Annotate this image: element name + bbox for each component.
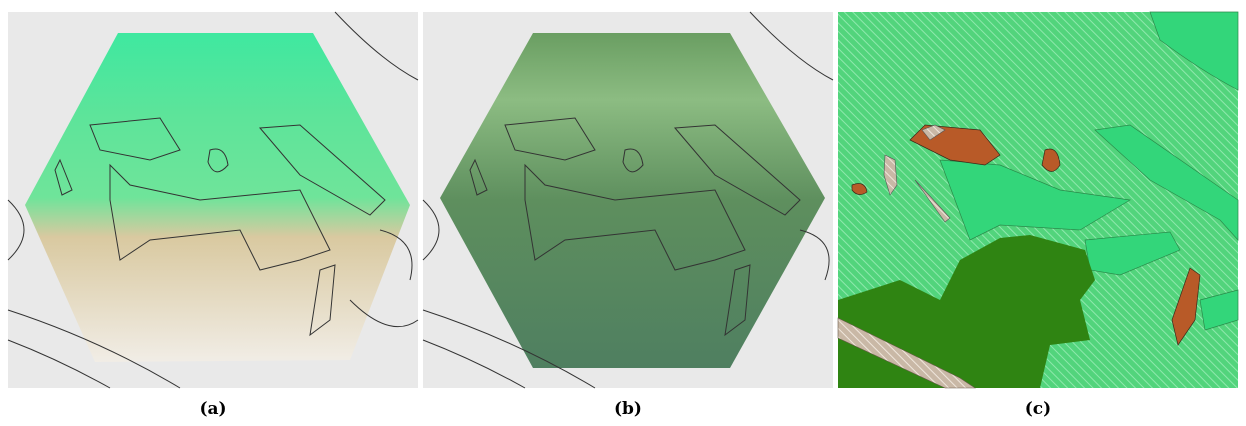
figure: (a) (b) (c) [0, 0, 1246, 426]
page: (a) (b) (c) (() => { const data = JSON.p… [0, 0, 1246, 426]
panel-label: (b) [614, 399, 642, 419]
panel-label: (a) [199, 399, 226, 419]
panel-label: (c) [1025, 399, 1051, 419]
panel-b: (b) [423, 12, 833, 419]
panel-c: (c) [838, 12, 1238, 419]
panel-a: (a) [8, 12, 418, 419]
